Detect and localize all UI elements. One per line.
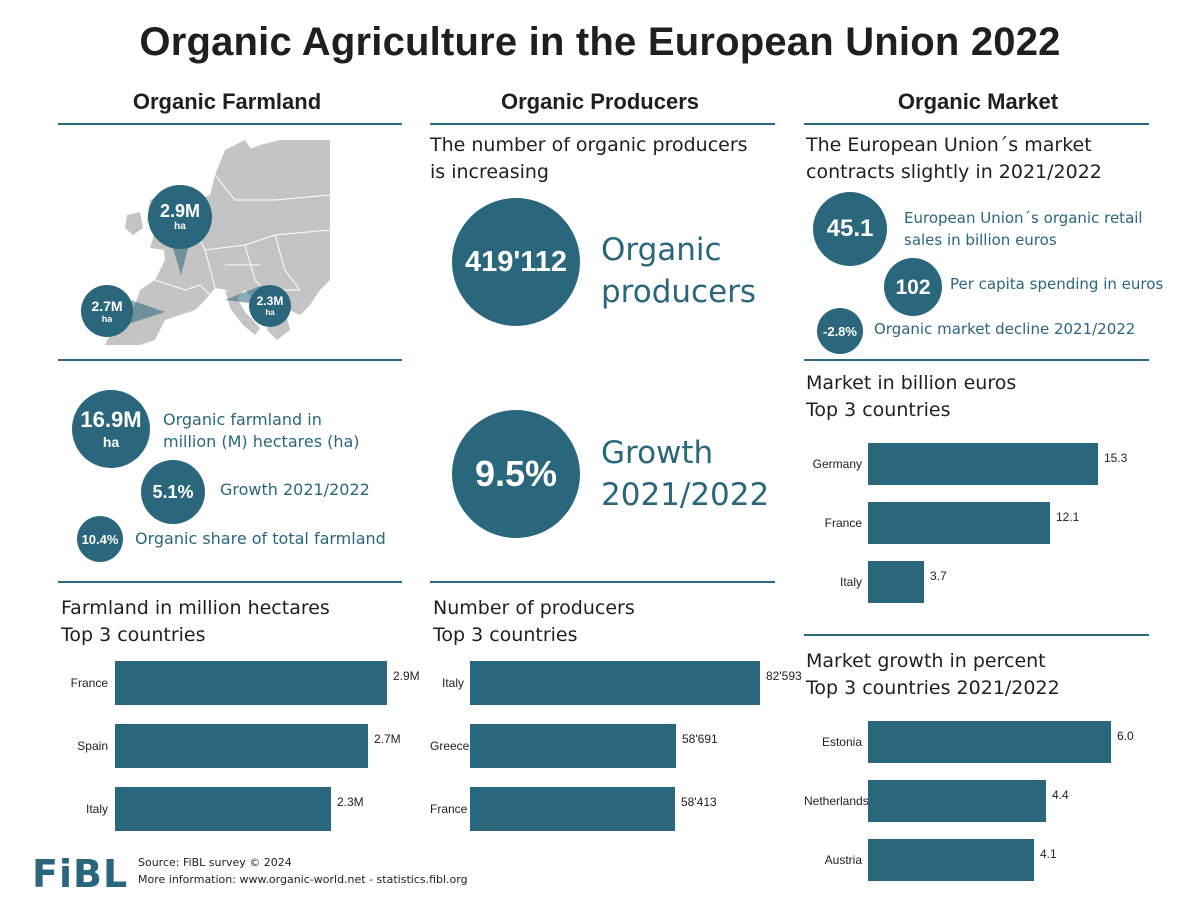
bar-category-label: Italy — [441, 676, 464, 690]
map-bubble-spain: 2.7M ha — [81, 285, 133, 337]
producers-growth-circle: 9.5% — [452, 410, 580, 538]
bar-greece — [470, 724, 676, 768]
producers-bar-chart: Number of producers Top 3 countries Ital… — [430, 595, 802, 840]
bar-category-label: Greece — [430, 739, 470, 753]
bar-value-label: 4.1 — [1040, 847, 1057, 861]
market-decline-label: Organic market decline 2021/2022 — [874, 320, 1136, 338]
bar-italy — [868, 561, 924, 603]
bar-value-label: 6.0 — [1117, 729, 1134, 743]
column-heading-producers: Organic Producers — [500, 89, 700, 114]
chart-title: Market in billion euros Top 3 countries — [806, 372, 1017, 421]
column-heading-farmland: Organic Farmland — [132, 89, 322, 114]
farmland-share-value: 10.4% — [81, 531, 119, 547]
bar-category-label: France — [70, 676, 108, 690]
market-heading: The European Union´s market contracts sl… — [806, 134, 1102, 183]
producers-growth-label: Growth 2021/2022 — [601, 435, 770, 513]
bar-category-label: Austria — [824, 853, 862, 867]
map-bubble-unit: ha — [101, 313, 113, 324]
divider — [804, 123, 1149, 125]
bar-category-label: France — [824, 516, 862, 530]
farmland-total-label: Organic farmland in million (M) hectares… — [163, 410, 360, 451]
producers-count-circle: 419'112 — [452, 198, 580, 326]
bar-netherlands — [868, 780, 1046, 822]
bar-category-label: Spain — [77, 739, 108, 753]
map-bubble-italy: 2.3M ha — [249, 285, 291, 327]
farmland-growth-value: 5.1% — [152, 482, 194, 502]
producers-count-value: 419'112 — [464, 245, 568, 278]
divider — [58, 123, 402, 125]
farmland-total-value: 16.9M — [80, 407, 142, 432]
bar-france — [868, 502, 1050, 544]
divider — [58, 581, 402, 583]
market-per-capita-label: Per capita spending in euros — [950, 275, 1164, 293]
bar-italy — [115, 787, 331, 831]
bar-austria — [868, 839, 1034, 881]
bar-value-label: 12.1 — [1056, 510, 1080, 524]
divider — [58, 359, 402, 361]
bar-value-label: 2.7M — [374, 732, 401, 746]
bar-value-label: 4.4 — [1052, 788, 1069, 802]
bar-germany — [868, 443, 1098, 485]
farmland-share-circle: 10.4% — [77, 516, 123, 562]
divider — [804, 359, 1149, 361]
map-bubble-value: 2.3M — [256, 294, 284, 308]
farmland-growth-circle: 5.1% — [141, 460, 205, 524]
bar-value-label: 58'413 — [681, 795, 717, 809]
map-bubble-unit: ha — [174, 221, 186, 232]
market-decline-value: -2.8% — [823, 323, 857, 339]
fibl-logo: FiBL — [32, 852, 129, 896]
producers-growth-value: 9.5% — [474, 453, 558, 494]
bar-value-label: 3.7 — [930, 569, 947, 583]
market-sales-value: 45.1 — [826, 215, 874, 242]
farmland-share-label: Organic share of total farmland — [135, 529, 386, 548]
bar-france — [470, 787, 675, 831]
bar-category-label: Netherlands — [804, 794, 869, 808]
chart-title: Farmland in million hectares Top 3 count… — [61, 597, 330, 646]
producers-count-label: Organic producers — [601, 232, 757, 310]
bar-category-label: Italy — [85, 802, 108, 816]
map-bubble-value: 2.7M — [91, 297, 123, 314]
bar-value-label: 82'593 — [766, 669, 802, 683]
market-sales-label: European Union´s organic retail sales in… — [904, 209, 1143, 249]
divider — [430, 581, 775, 583]
bar-france — [115, 661, 387, 705]
divider — [804, 634, 1149, 636]
farmland-bar-chart: Farmland in million hectares Top 3 count… — [58, 595, 420, 840]
market-per-capita-value: 102 — [895, 275, 931, 299]
page-title: Organic Agriculture in the European Unio… — [139, 20, 1061, 64]
bar-category-label: France — [430, 802, 468, 816]
column-heading-market: Organic Market — [897, 89, 1059, 114]
market-decline-circle: -2.8% — [817, 308, 863, 354]
bar-estonia — [868, 721, 1111, 763]
more-info-text: More information: www.organic-world.net … — [138, 873, 468, 886]
market-bar-chart: Market in billion euros Top 3 countries … — [804, 370, 1149, 610]
market-growth-bar-chart: Market growth in percent Top 3 countries… — [804, 648, 1149, 888]
bar-italy — [470, 661, 760, 705]
bar-value-label: 2.9M — [393, 669, 420, 683]
divider — [430, 123, 775, 125]
bar-category-label: Italy — [839, 575, 862, 589]
map-bubble-value: 2.9M — [159, 201, 201, 221]
producers-heading: The number of organic producers is incre… — [430, 134, 748, 183]
map-bubble-unit: ha — [265, 308, 275, 317]
farmland-growth-label: Growth 2021/2022 — [220, 480, 370, 499]
bar-value-label: 15.3 — [1104, 451, 1128, 465]
bar-spain — [115, 724, 368, 768]
chart-title: Number of producers Top 3 countries — [433, 597, 635, 646]
bar-value-label: 2.3M — [337, 795, 364, 809]
market-per-capita-circle: 102 — [884, 258, 942, 316]
farmland-total-circle: 16.9M ha — [72, 390, 150, 468]
bar-category-label: Estonia — [821, 735, 862, 749]
bar-value-label: 58'691 — [682, 732, 718, 746]
map-bubble-france: 2.9M ha — [148, 185, 212, 249]
farmland-total-unit: ha — [102, 434, 120, 450]
chart-title: Market growth in percent Top 3 countries… — [806, 650, 1060, 699]
source-text: Source: FiBL survey © 2024 — [138, 856, 292, 869]
market-sales-circle: 45.1 — [813, 192, 887, 266]
bar-category-label: Germany — [812, 457, 862, 471]
